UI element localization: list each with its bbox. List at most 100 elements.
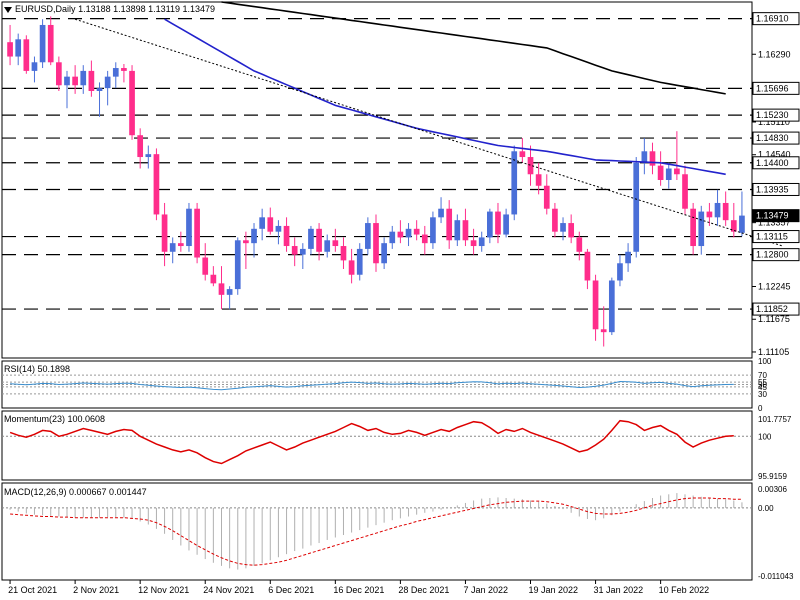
level-price-label: 1.16910 bbox=[756, 14, 789, 24]
bearish-candle bbox=[543, 185, 550, 209]
bullish-candle bbox=[112, 68, 119, 77]
rsi-tick-label: 0 bbox=[758, 404, 763, 413]
level-price-label: 1.13935 bbox=[756, 184, 789, 194]
bullish-candle bbox=[324, 240, 331, 252]
bearish-candle bbox=[584, 251, 591, 281]
bearish-candle bbox=[657, 165, 664, 180]
bearish-candle bbox=[397, 231, 404, 238]
rsi-tick-label: 45 bbox=[758, 383, 767, 392]
rsi-line bbox=[10, 380, 734, 391]
bearish-candle bbox=[722, 202, 729, 221]
bearish-candle bbox=[267, 217, 274, 232]
bullish-candle bbox=[739, 215, 745, 233]
macd-tick-label: 0.00306 bbox=[758, 485, 787, 494]
bullish-candle bbox=[275, 225, 282, 232]
bearish-candle bbox=[674, 168, 680, 175]
bearish-candle bbox=[519, 151, 526, 158]
bearish-candle bbox=[137, 135, 144, 158]
rsi-tick-label: 70 bbox=[758, 371, 767, 380]
bullish-candle bbox=[665, 168, 672, 180]
level-price-label: 1.15696 bbox=[756, 83, 789, 93]
bullish-candle bbox=[389, 231, 396, 244]
time-tick-label: 31 Jan 2022 bbox=[594, 585, 644, 595]
bearish-candle bbox=[373, 223, 379, 264]
bullish-candle bbox=[39, 24, 46, 63]
bearish-candle bbox=[592, 280, 599, 330]
bullish-candle bbox=[641, 151, 648, 163]
level-price-box bbox=[752, 108, 800, 122]
time-tick-label: 28 Dec 2021 bbox=[398, 585, 449, 595]
macd-tick-label: -0.011043 bbox=[758, 572, 794, 581]
bearish-candle bbox=[527, 157, 534, 175]
time-tick-label: 6 Dec 2021 bbox=[268, 585, 314, 595]
price-tick-label: 1.16290 bbox=[758, 49, 791, 59]
bearish-candle bbox=[316, 228, 322, 252]
price-tick-label: 1.15110 bbox=[758, 117, 790, 127]
bearish-candle bbox=[649, 151, 656, 166]
bullish-candle bbox=[478, 237, 485, 247]
bullish-candle bbox=[186, 208, 192, 247]
bearish-candle bbox=[552, 208, 558, 232]
bullish-candle bbox=[608, 280, 615, 333]
momentum-label: Momentum(23) 100.0608 bbox=[4, 414, 106, 424]
bearish-candle bbox=[210, 274, 217, 284]
bearish-candle bbox=[177, 243, 184, 247]
level-price-box bbox=[752, 81, 800, 95]
bearish-candle bbox=[446, 208, 453, 241]
bullish-candle bbox=[698, 211, 705, 247]
bullish-candle bbox=[226, 289, 233, 295]
bullish-candle bbox=[405, 228, 412, 238]
momentum-tick-label: 101.7757 bbox=[758, 415, 792, 424]
macd-label: MACD(12,26,9) 0.000667 0.001447 bbox=[4, 487, 147, 497]
bullish-candle bbox=[356, 248, 363, 275]
level-price-label: 1.11852 bbox=[756, 304, 788, 314]
bearish-candle bbox=[218, 283, 225, 295]
bearish-candle bbox=[47, 24, 54, 63]
bearish-candle bbox=[730, 220, 737, 232]
bullish-candle bbox=[503, 214, 509, 235]
bearish-candle bbox=[121, 68, 127, 71]
bearish-candle bbox=[462, 220, 469, 241]
bearish-candle bbox=[470, 240, 477, 247]
current-price-label: 1.13479 bbox=[756, 211, 789, 221]
rsi-tick-label: 50 bbox=[758, 381, 767, 390]
time-tick-label: 2 Nov 2021 bbox=[73, 585, 119, 595]
bullish-candle bbox=[64, 76, 70, 86]
time-tick-label: 10 Feb 2022 bbox=[659, 585, 710, 595]
rsi-tick-label: 100 bbox=[758, 357, 772, 366]
level-price-label: 1.12800 bbox=[756, 250, 789, 260]
momentum-tick-label: 100 bbox=[758, 432, 772, 441]
rsi-label: RSI(14) 50.1898 bbox=[4, 364, 71, 374]
bullish-candle bbox=[438, 208, 444, 218]
bearish-candle bbox=[348, 260, 355, 275]
level-price-box bbox=[752, 156, 800, 170]
level-price-label: 1.14830 bbox=[756, 133, 789, 143]
bullish-candle bbox=[251, 228, 257, 244]
bearish-candle bbox=[129, 70, 135, 136]
bearish-candle bbox=[194, 208, 200, 258]
time-tick-label: 24 Nov 2021 bbox=[203, 585, 254, 595]
moving-average-blue bbox=[164, 18, 726, 176]
level-price-box bbox=[752, 182, 800, 196]
bearish-candle bbox=[23, 39, 30, 71]
price-tick-label: 1.13357 bbox=[758, 218, 791, 228]
bullish-candle bbox=[487, 211, 493, 238]
price-tick-label: 1.11105 bbox=[758, 347, 789, 357]
momentum-panel-frame bbox=[1, 410, 753, 481]
bearish-candle bbox=[332, 240, 339, 247]
timeframe-label: Daily bbox=[55, 4, 76, 14]
bullish-candle bbox=[15, 39, 22, 57]
bearish-candle bbox=[413, 228, 420, 235]
chart-title: EURUSD,Daily 1.13188 1.13898 1.13119 1.1… bbox=[4, 4, 215, 14]
collapse-triangle-icon[interactable] bbox=[4, 6, 12, 13]
macd-signal-line bbox=[10, 497, 742, 566]
bearish-candle bbox=[600, 329, 607, 333]
rsi-tick-label: 55 bbox=[758, 378, 767, 387]
bullish-candle bbox=[714, 202, 721, 218]
bearish-candle bbox=[495, 211, 501, 235]
time-tick-label: 7 Jan 2022 bbox=[463, 585, 508, 595]
bullish-candle bbox=[80, 70, 87, 86]
level-price-box bbox=[752, 248, 800, 262]
bullish-candle bbox=[308, 228, 314, 249]
